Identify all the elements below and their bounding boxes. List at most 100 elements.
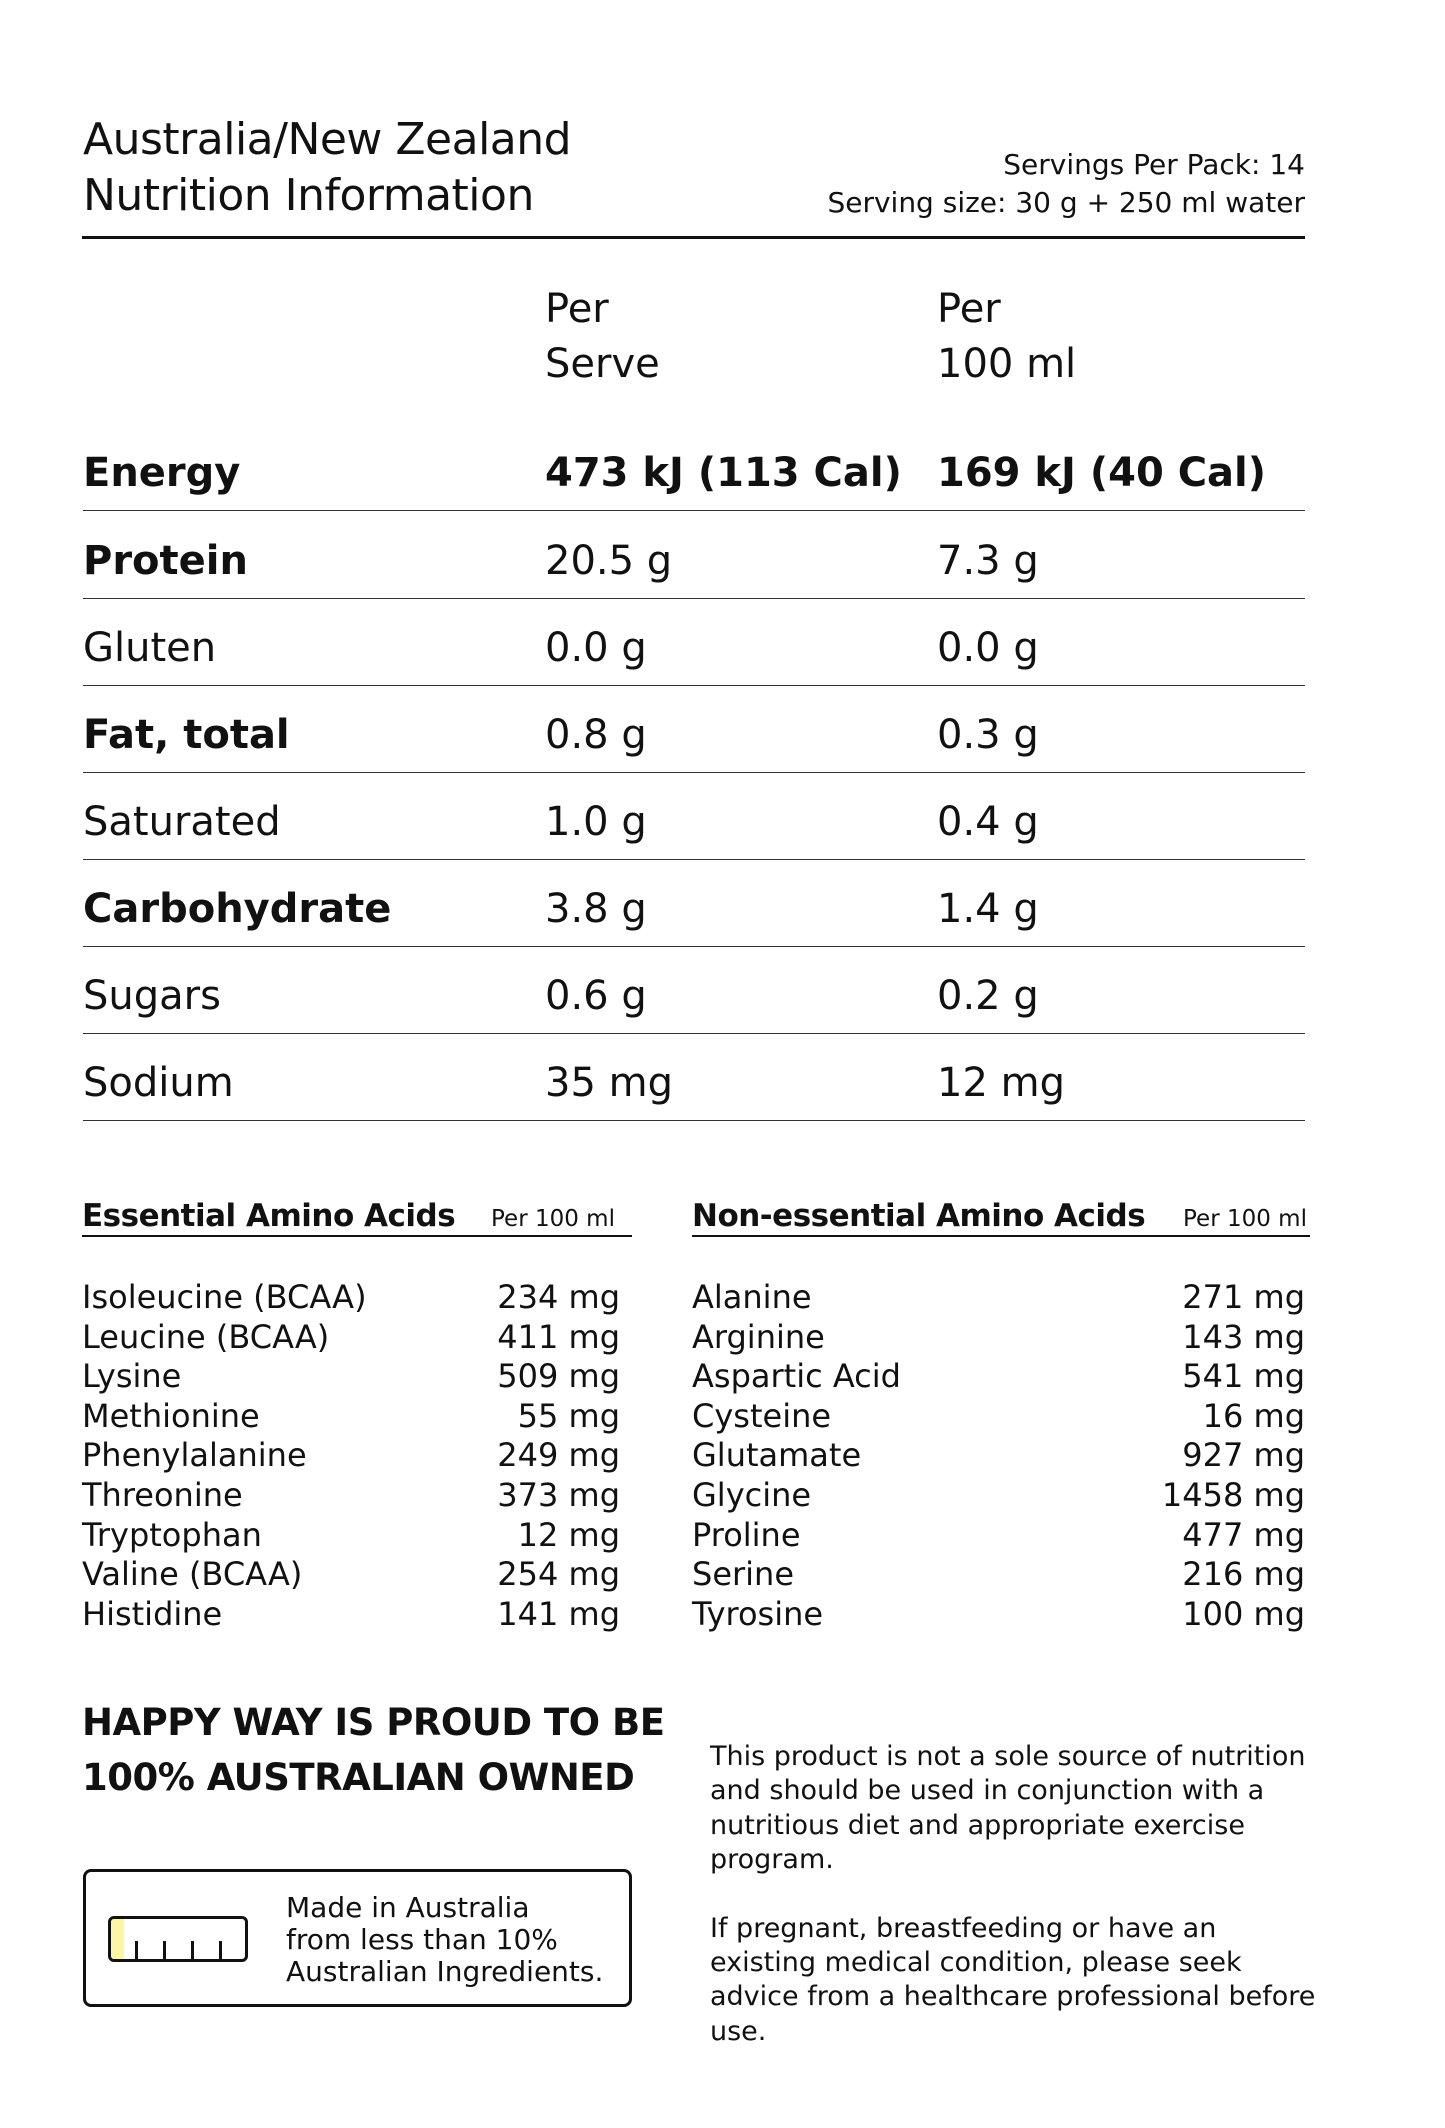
disclaimer-paragraph: If pregnant, breastfeeding or have an ex…	[710, 1912, 1316, 2047]
amino-acid-value: 254 mg	[497, 1555, 620, 1594]
amino-acid-value: 234 mg	[497, 1278, 620, 1316]
amino-acid-value: 16 mg	[1202, 1396, 1305, 1435]
essential-list: Isoleucine (BCAA) 234 mg Leucine (BCAA) 411…	[82, 1278, 620, 1634]
amino-acid-value: 141 mg	[497, 1594, 620, 1633]
amino-acid-value: 271 mg	[1182, 1278, 1305, 1316]
ingredient-meter-icon	[108, 1916, 248, 1962]
amino-acid-row: Tyrosine 100 mg	[692, 1595, 1305, 1635]
amino-acid-name: Threonine	[82, 1475, 243, 1514]
amino-acid-row: Glycine 1458 mg	[692, 1476, 1305, 1516]
amino-acid-name: Tryptophan	[82, 1515, 262, 1554]
nonessential-rule	[692, 1235, 1310, 1237]
amino-acid-row: Proline 477 mg	[692, 1516, 1305, 1556]
nutrient-row: Sodium 35 mg 12 mg	[83, 1034, 1305, 1121]
amino-acid-name: Leucine (BCAA)	[82, 1317, 330, 1356]
per-serve-value: 0.6 g	[545, 973, 647, 1019]
disclaimer-paragraph: This product is not a sole source of nut…	[710, 1741, 1306, 1876]
per-100ml-value: 0.2 g	[937, 973, 1039, 1019]
essential-title: Essential Amino Acids	[82, 1198, 456, 1234]
amino-acid-row: Threonine 373 mg	[82, 1476, 620, 1516]
per-100ml-value: 7.3 g	[937, 538, 1039, 584]
amino-acid-name: Aspartic Acid	[692, 1357, 901, 1396]
amino-acid-row: Phenylalanine 249 mg	[82, 1436, 620, 1476]
amino-acid-value: 1458 mg	[1161, 1475, 1305, 1514]
amino-acid-value: 100 mg	[1182, 1594, 1305, 1633]
nonessential-unit: Per 100 ml	[1183, 1206, 1307, 1232]
per-100ml-value: 0.4 g	[937, 799, 1039, 845]
amino-acid-row: Isoleucine (BCAA) 234 mg	[82, 1278, 620, 1318]
per-100ml-value: 0.0 g	[937, 625, 1039, 671]
amino-acid-value: 249 mg	[497, 1436, 620, 1475]
nutrient-name: Energy	[83, 450, 241, 496]
amino-acid-name: Arginine	[692, 1317, 825, 1356]
meter-tick	[191, 1941, 194, 1959]
nutrient-name: Gluten	[83, 625, 217, 671]
per-serve-value: 473 kJ (113 Cal)	[545, 450, 902, 496]
amino-acid-value: 12 mg	[517, 1515, 620, 1554]
header-rule	[82, 236, 1305, 239]
per-serve-value: 0.8 g	[545, 712, 647, 758]
amino-acid-row: Histidine 141 mg	[82, 1595, 620, 1635]
nutrient-name: Carbohydrate	[83, 886, 392, 932]
amino-acid-value: 55 mg	[517, 1396, 620, 1435]
nutrient-name: Sodium	[83, 1060, 234, 1106]
amino-acid-value: 373 mg	[497, 1475, 620, 1514]
per-serve-value: 20.5 g	[545, 538, 673, 584]
origin-badge: Made in Australia from less than 10% Aus…	[83, 1869, 632, 2007]
amino-acid-value: 143 mg	[1182, 1317, 1305, 1356]
nutrient-row: Protein 20.5 g 7.3 g	[83, 512, 1305, 599]
per-100ml-value: 12 mg	[937, 1060, 1065, 1106]
australian-owned-statement: HAPPY WAY IS PROUD TO BE 100% AUSTRALIAN…	[82, 1701, 665, 1799]
amino-acid-row: Glutamate 927 mg	[692, 1436, 1305, 1476]
amino-acid-name: Valine (BCAA)	[82, 1555, 303, 1594]
serving-info: Servings Per Pack: 14 Serving size: 30 g…	[827, 146, 1305, 222]
meter-fill	[111, 1919, 125, 1959]
amino-acid-row: Serine 216 mg	[692, 1555, 1305, 1595]
amino-acid-value: 477 mg	[1182, 1515, 1305, 1554]
per-serve-value: 3.8 g	[545, 886, 647, 932]
amino-acid-name: Cysteine	[692, 1396, 832, 1435]
amino-acid-row: Cysteine 16 mg	[692, 1397, 1305, 1437]
amino-acid-row: Alanine 271 mg	[692, 1278, 1305, 1318]
serving-size: Serving size: 30 g + 250 ml water	[827, 186, 1305, 219]
amino-acid-value: 411 mg	[497, 1317, 620, 1356]
amino-acid-name: Glutamate	[692, 1436, 862, 1475]
amino-acid-row: Lysine 509 mg	[82, 1357, 620, 1397]
amino-acid-name: Phenylalanine	[82, 1436, 307, 1475]
amino-acid-name: Proline	[692, 1515, 801, 1554]
nonessential-list: Alanine 271 mg Arginine 143 mg Aspartic Acid…	[692, 1278, 1305, 1634]
amino-acid-value: 216 mg	[1182, 1555, 1305, 1594]
nutrient-row: Saturated 1.0 g 0.4 g	[83, 773, 1305, 860]
amino-acid-name: Tyrosine	[692, 1594, 824, 1633]
amino-acid-name: Glycine	[692, 1475, 812, 1514]
amino-acid-value: 927 mg	[1182, 1436, 1305, 1475]
amino-acid-row: Leucine (BCAA) 411 mg	[82, 1318, 620, 1358]
per-100ml-value: 1.4 g	[937, 886, 1039, 932]
nutrient-name: Sugars	[83, 973, 221, 1019]
amino-acid-name: Serine	[692, 1555, 795, 1594]
amino-acid-name: Histidine	[82, 1594, 223, 1633]
nutrient-row: Fat, total 0.8 g 0.3 g	[83, 686, 1305, 773]
disclaimer: This product is not a sole source of nut…	[710, 1740, 1320, 2049]
essential-rule	[82, 1235, 632, 1237]
nonessential-title: Non-essential Amino Acids	[692, 1198, 1146, 1234]
per-serve-value: 0.0 g	[545, 625, 647, 671]
meter-tick	[135, 1941, 138, 1959]
amino-acid-row: Arginine 143 mg	[692, 1318, 1305, 1358]
meter-tick	[163, 1941, 166, 1959]
amino-acid-value: 509 mg	[497, 1357, 620, 1396]
nutrient-row: Gluten 0.0 g 0.0 g	[83, 599, 1305, 686]
amino-acid-name: Lysine	[82, 1357, 182, 1396]
amino-acid-value: 541 mg	[1182, 1357, 1305, 1396]
amino-acid-row: Methionine 55 mg	[82, 1397, 620, 1437]
nutrient-name: Fat, total	[83, 712, 290, 758]
column-per-100ml: Per 100 ml	[937, 286, 1077, 387]
per-serve-value: 1.0 g	[545, 799, 647, 845]
amino-acid-name: Methionine	[82, 1396, 260, 1435]
amino-acid-row: Tryptophan 12 mg	[82, 1516, 620, 1556]
amino-acid-row: Aspartic Acid 541 mg	[692, 1357, 1305, 1397]
per-100ml-value: 169 kJ (40 Cal)	[937, 450, 1267, 496]
nutrient-row: Energy 473 kJ (113 Cal) 169 kJ (40 Cal)	[83, 424, 1305, 511]
essential-unit: Per 100 ml	[491, 1206, 615, 1232]
per-100ml-value: 0.3 g	[937, 712, 1039, 758]
